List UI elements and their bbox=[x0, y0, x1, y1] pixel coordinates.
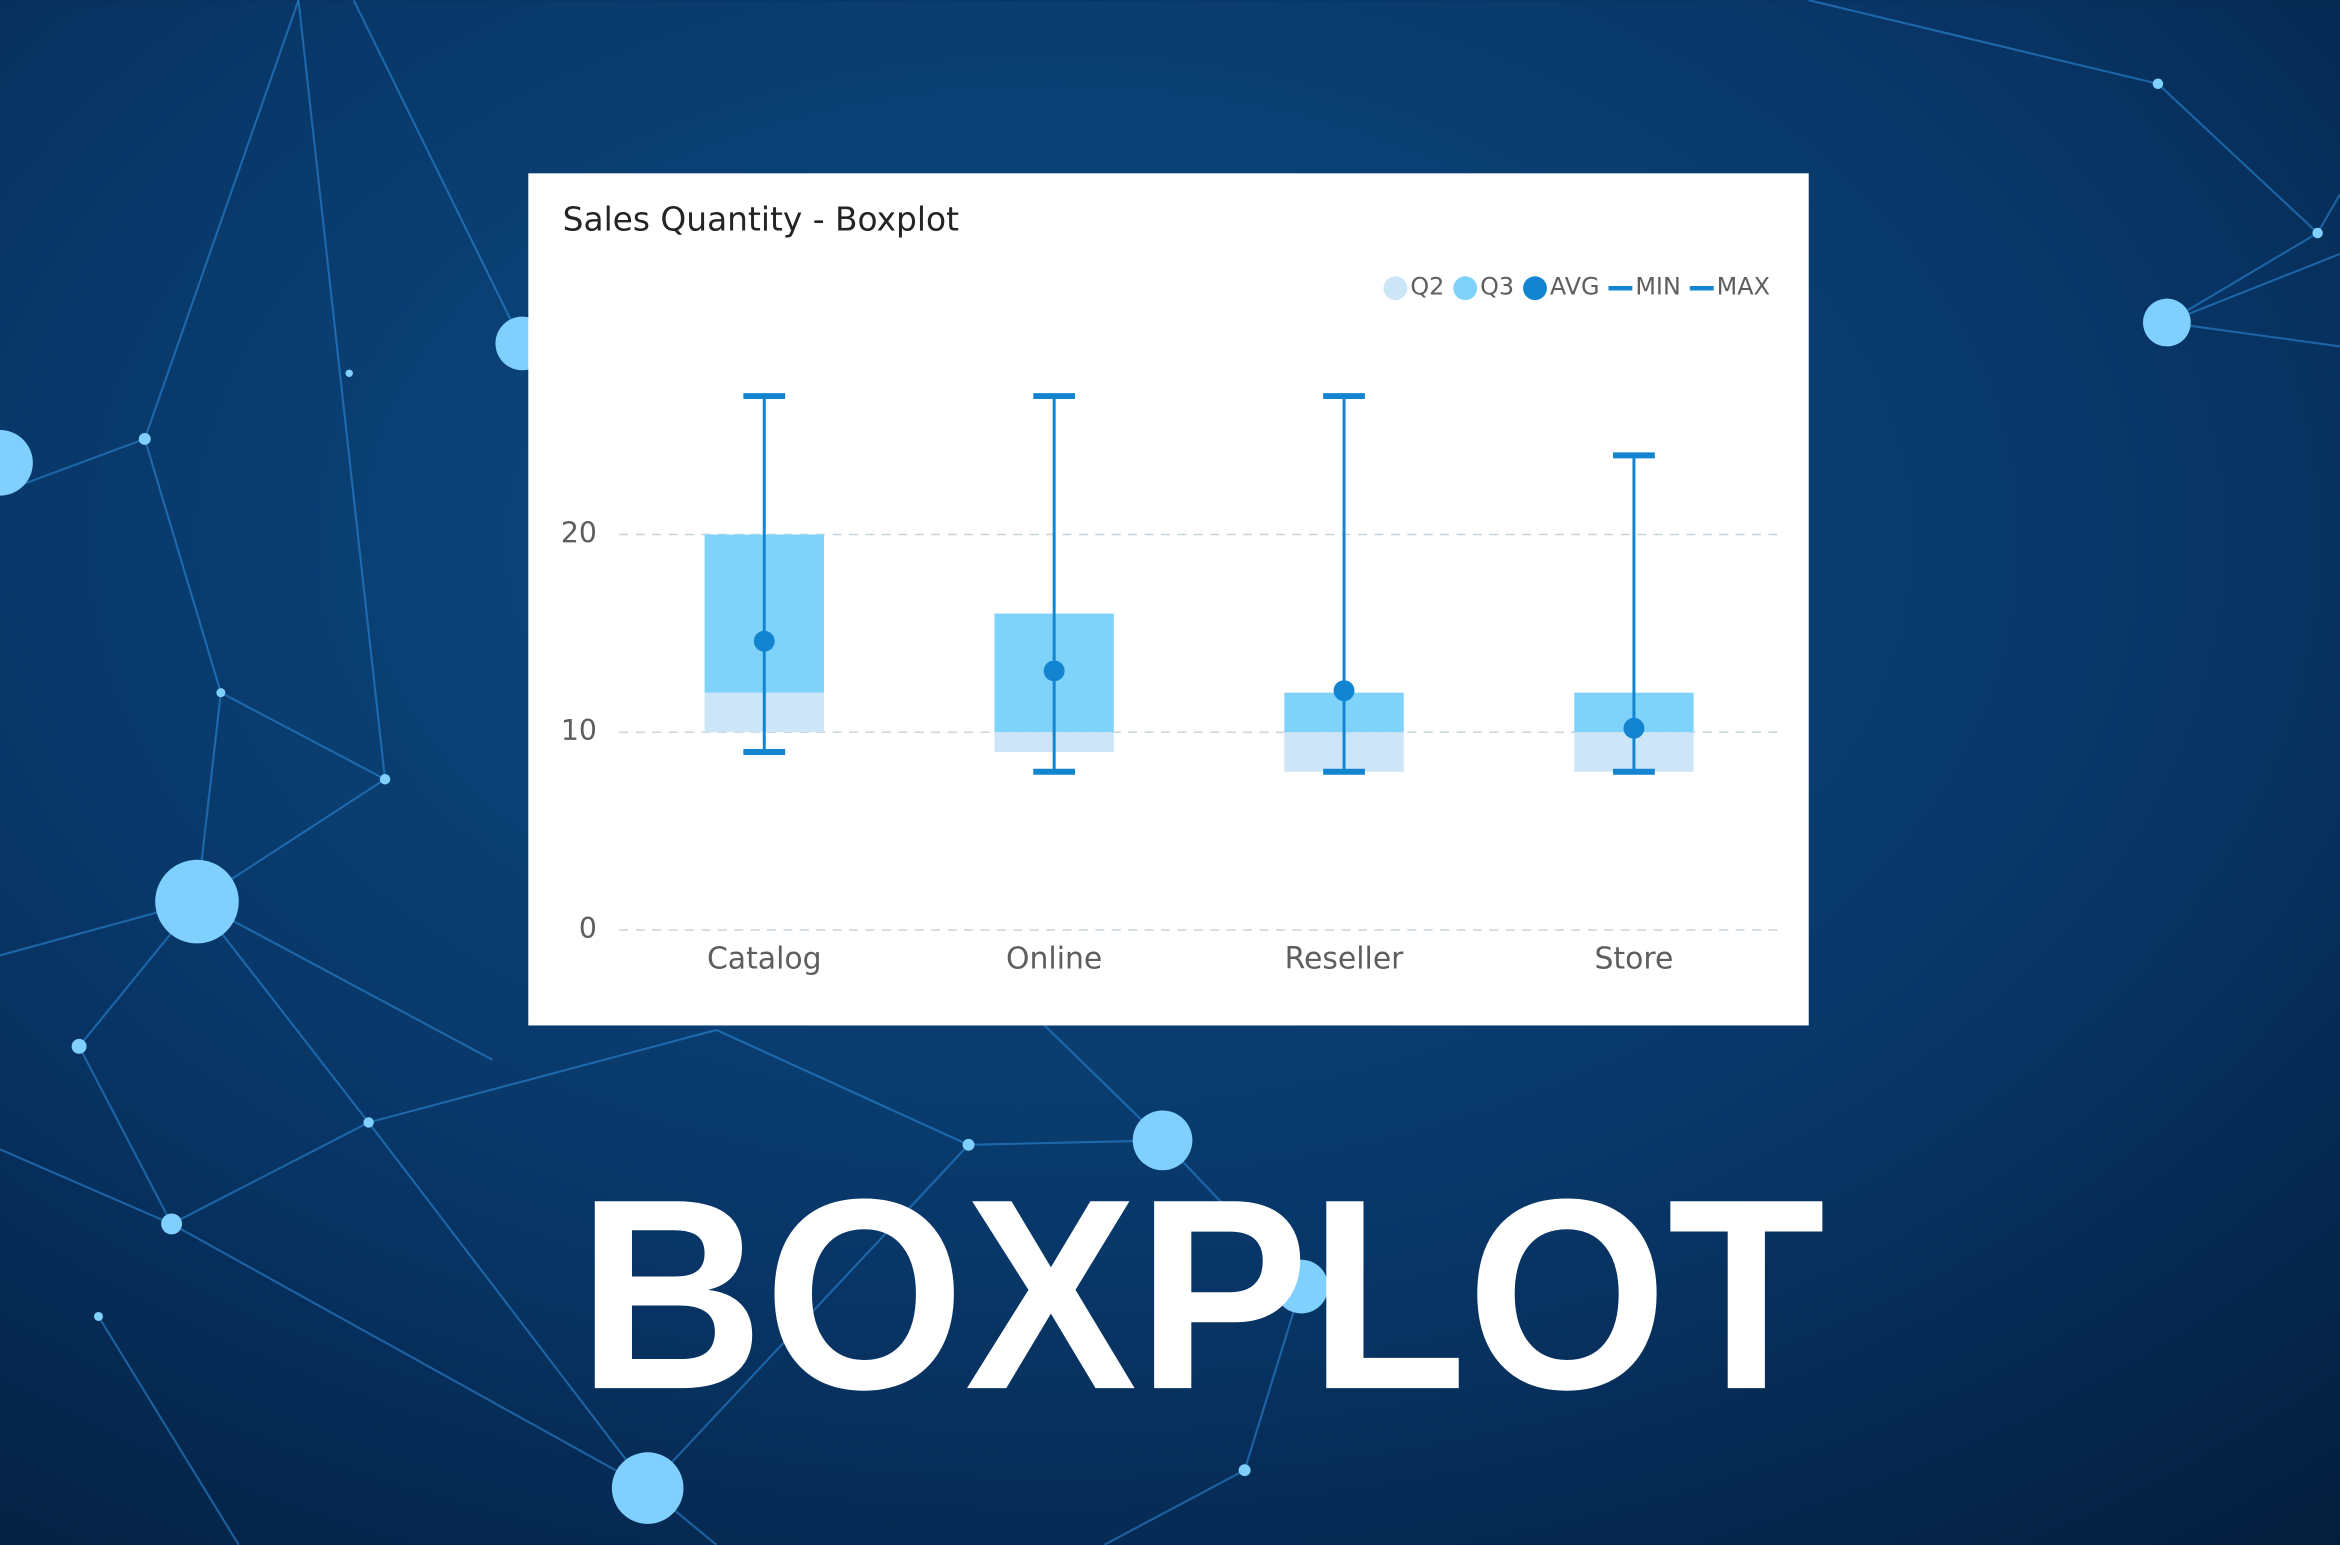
y-tick-label: 10 bbox=[561, 714, 597, 747]
y-tick-label: 0 bbox=[579, 912, 597, 945]
legend-marker bbox=[1523, 276, 1547, 301]
x-tick-label: Store bbox=[1595, 941, 1674, 976]
banner-title: BOXPLOT bbox=[578, 1142, 1826, 1446]
mean-dot bbox=[1623, 717, 1645, 739]
x-tick-label: Reseller bbox=[1285, 941, 1405, 976]
legend-marker bbox=[1453, 276, 1478, 301]
legend-label: Q2 bbox=[1410, 273, 1444, 301]
legend-label: Q3 bbox=[1480, 273, 1514, 301]
legend-label: AVG bbox=[1550, 273, 1600, 301]
x-tick-label: Catalog bbox=[707, 941, 822, 976]
legend-label: MAX bbox=[1717, 273, 1770, 301]
legend-label: MIN bbox=[1635, 273, 1680, 301]
chart-title: Sales Quantity - Boxplot bbox=[563, 201, 959, 239]
legend-marker bbox=[1383, 276, 1408, 301]
mean-dot bbox=[1043, 660, 1065, 682]
y-tick-label: 20 bbox=[561, 516, 597, 549]
mean-dot bbox=[753, 630, 775, 652]
x-tick-label: Online bbox=[1006, 941, 1102, 976]
mean-dot bbox=[1333, 680, 1355, 702]
